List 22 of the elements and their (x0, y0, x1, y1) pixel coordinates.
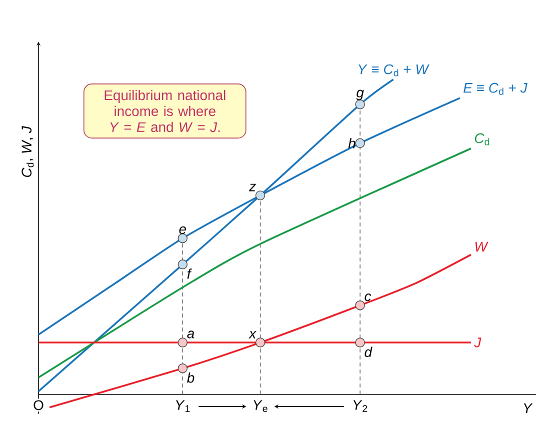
annotation: f (187, 268, 192, 279)
series-label: J (474, 338, 482, 348)
series-label: W (475, 242, 488, 252)
x-tick-label: Y$_{1}$ (176, 400, 190, 412)
annotation: a (187, 330, 194, 338)
annotation: e (179, 226, 186, 234)
x-axis-title: Y (524, 403, 533, 413)
series-label: E ≡ C$_{d}$ + J (464, 82, 528, 95)
annotation: d (364, 346, 372, 357)
series-label: C$_{d}$ (474, 133, 490, 146)
annotation: h (348, 138, 356, 148)
x-tick-label: Y$_{2}$ (354, 400, 368, 412)
annotation: x (248, 330, 256, 338)
y-axis-title: C$_{d}$, W, J (22, 126, 34, 178)
series-label: Y ≡ C$_{d}$ + W (358, 64, 430, 76)
annotation: c (364, 294, 372, 302)
x-tick-label: Y$_{e}$ (254, 400, 268, 412)
x-tick-label: O (34, 400, 44, 410)
annotation: b (187, 372, 194, 383)
annotation: z (249, 184, 256, 192)
annotation: g (356, 90, 364, 100)
text: Equilibrium national income is where Y = E and W = J. (104, 90, 226, 132)
